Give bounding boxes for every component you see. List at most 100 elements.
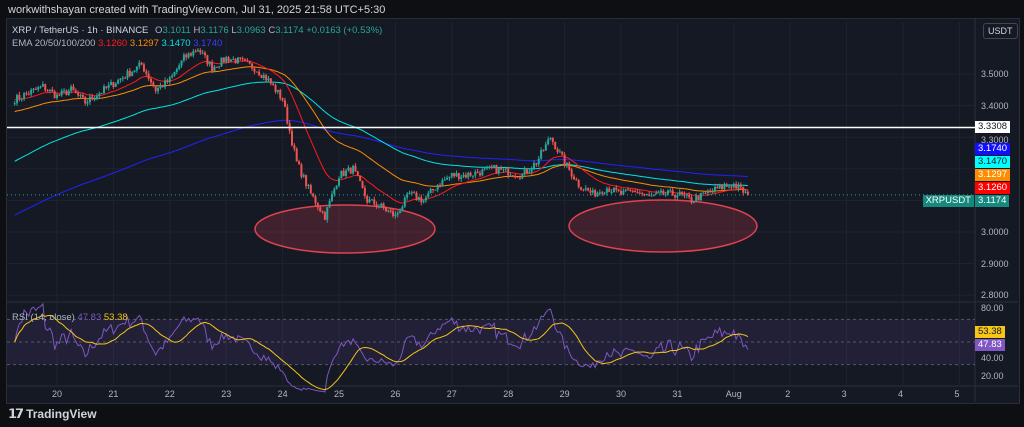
candle-body	[274, 85, 277, 92]
rsi-legend[interactable]: RSI (14, close) 47.83 53.38	[12, 312, 128, 323]
candle-body	[211, 61, 214, 72]
candle-body	[526, 169, 528, 174]
candle-body	[145, 71, 148, 74]
candle-body	[25, 93, 28, 95]
candle-body	[342, 170, 345, 176]
rsi-value: 47.83	[77, 312, 102, 323]
candle-body	[406, 193, 409, 198]
candle-body	[345, 170, 348, 176]
candle-body	[464, 174, 467, 178]
candle-body	[490, 166, 493, 168]
candle-body	[417, 197, 420, 200]
candle-body	[267, 78, 270, 81]
candle-body	[107, 84, 110, 88]
date-axis-label: 24	[277, 389, 288, 399]
candle-body	[117, 79, 120, 84]
candle-body	[420, 197, 423, 203]
candle-body	[298, 161, 301, 165]
rsi-line	[14, 302, 749, 393]
candle-body	[394, 214, 397, 216]
candle-body	[121, 77, 124, 79]
candle-body	[328, 200, 331, 208]
candle-body	[570, 169, 573, 177]
candle-body	[735, 183, 738, 189]
price-axis-label: 2.8000	[981, 290, 1009, 301]
candle-body	[516, 176, 519, 178]
candle-body	[725, 185, 728, 187]
ema200-price-tag: 3.1740	[975, 143, 1011, 155]
candle-body	[51, 89, 54, 92]
candle-body	[276, 89, 279, 92]
candle-body	[401, 206, 404, 212]
candle-body	[483, 168, 486, 170]
candle-body	[236, 57, 239, 64]
candle-body	[373, 199, 376, 205]
candle-body	[370, 199, 373, 201]
candle-body	[347, 167, 350, 171]
candle-body	[178, 65, 181, 70]
candle-body	[283, 100, 286, 107]
candle-body	[363, 187, 366, 196]
date-axis-label: 4	[898, 389, 904, 399]
candle-body	[32, 88, 35, 90]
candle-body	[396, 213, 399, 215]
candle-body	[74, 90, 77, 93]
candle-body	[486, 167, 489, 169]
candle-body	[65, 90, 68, 95]
tradingview-logo[interactable]: 𝟭𝟳 TradingView	[8, 406, 97, 422]
candle-body	[399, 211, 402, 214]
candle-body	[208, 61, 211, 65]
candle-body	[204, 52, 207, 56]
open-value: 3.1011	[162, 25, 191, 36]
currency-button[interactable]: USDT	[983, 23, 1018, 39]
candle-body	[667, 190, 669, 195]
candle-body	[79, 94, 82, 96]
candle-body	[453, 173, 456, 177]
price-axis-label: 3.5000	[981, 69, 1009, 79]
candle-body	[244, 59, 246, 61]
candle-body	[631, 190, 634, 192]
low-label: L	[231, 25, 237, 36]
candle-body	[678, 192, 681, 196]
candle-body	[241, 58, 244, 60]
candle-body	[591, 190, 594, 193]
candle-body	[596, 192, 599, 197]
candle-body	[98, 93, 101, 97]
candle-body	[239, 57, 242, 59]
level-price-tag: 3.3308	[975, 121, 1011, 133]
ema20-price-tag: 3.1260	[975, 182, 1011, 194]
candle-body	[13, 103, 16, 105]
candle-body	[114, 83, 117, 87]
date-axis-label: 22	[164, 389, 175, 399]
rsi-axis-label: 40.00	[981, 353, 1004, 363]
candle-body	[460, 176, 463, 179]
candle-body	[368, 199, 371, 203]
candle-body	[16, 94, 19, 104]
candle-body	[612, 187, 615, 192]
candle-body	[100, 93, 103, 95]
candle-body	[533, 163, 536, 170]
candle-body	[232, 59, 235, 61]
candle-body	[584, 188, 587, 190]
candle-body	[56, 94, 58, 99]
ema50-price-tag: 3.1297	[975, 169, 1011, 181]
candle-body	[265, 75, 268, 81]
candle-body	[674, 195, 677, 198]
candle-body	[213, 66, 216, 72]
symbol-title[interactable]: XRP / TetherUS · 1h · BINANCE	[12, 25, 149, 36]
candle-body	[154, 86, 157, 92]
candle-body	[194, 51, 197, 53]
candle-body	[718, 184, 721, 189]
date-axis-label: 5	[954, 389, 960, 399]
candle-body	[413, 192, 416, 194]
candle-body	[323, 212, 326, 220]
ema-legend[interactable]: EMA 20/50/100/200 3.1260 3.1297 3.1470 3…	[12, 38, 222, 49]
candle-body	[742, 187, 745, 193]
candle-body	[197, 50, 199, 52]
candle-body	[180, 60, 183, 66]
candle-body	[380, 203, 383, 207]
candle-body	[474, 171, 477, 176]
rsi-tag: 47.83	[975, 339, 1005, 351]
candle-body	[112, 82, 115, 87]
